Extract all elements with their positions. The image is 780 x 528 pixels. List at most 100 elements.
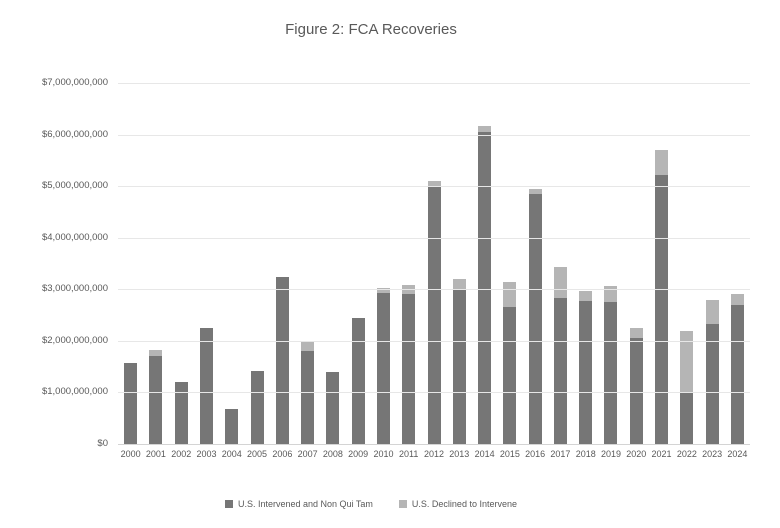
gridline-$6,000,000,000 (118, 134, 750, 136)
gridline-$5,000,000,000 (118, 186, 750, 188)
bar-2024 (725, 83, 750, 444)
x-tick-2022: 2022 (676, 449, 697, 459)
bar-segment-2010-intervened (376, 293, 390, 444)
bar-2003 (194, 83, 219, 444)
x-tick-2004: 2004 (221, 449, 242, 459)
bar-segment-2003-intervened (199, 327, 213, 444)
x-tick-2016: 2016 (525, 449, 546, 459)
bar-2008 (320, 83, 345, 444)
bar-segment-2022-declined (680, 330, 694, 393)
y-tick-label: $6,000,000,000 (41, 128, 108, 140)
bar-2007 (295, 83, 320, 444)
bar-segment-2018-intervened (579, 301, 593, 444)
bar-2018 (573, 83, 598, 444)
bar-2022 (674, 83, 699, 444)
x-tick-2011: 2011 (399, 449, 419, 459)
y-tick-label: $3,000,000,000 (41, 283, 108, 295)
bar-2019 (598, 83, 623, 444)
legend-entry-declined: U.S. Declined to Intervene (398, 499, 517, 509)
x-tick-2001: 2001 (145, 449, 166, 459)
bar-segment-2016-intervened (528, 193, 542, 444)
y-tick-label: $4,000,000,000 (41, 231, 108, 243)
bar-2004 (219, 83, 244, 444)
bars-container (118, 83, 750, 444)
x-tick-2013: 2013 (449, 449, 470, 459)
bar-segment-2005-intervened (250, 370, 264, 444)
bar-segment-2012-declined (427, 181, 441, 187)
x-tick-2009: 2009 (348, 449, 369, 459)
bar-segment-2004-intervened (225, 408, 239, 444)
legend-swatch-icon (398, 500, 407, 508)
x-tick-2018: 2018 (575, 449, 596, 459)
x-tick-2021: 2021 (651, 449, 672, 459)
bar-segment-2018-declined (579, 290, 593, 302)
bar-2013 (447, 83, 472, 444)
x-tick-2008: 2008 (322, 449, 343, 459)
x-tick-2005: 2005 (247, 449, 268, 459)
bar-2017 (548, 83, 573, 444)
bar-segment-2006-intervened (275, 277, 289, 444)
bar-2001 (143, 83, 168, 444)
bar-segment-2017-declined (553, 267, 567, 299)
x-tick-2015: 2015 (499, 449, 520, 459)
bar-2010 (371, 83, 396, 444)
y-tick-label: $1,000,000,000 (41, 386, 108, 398)
bar-2011 (396, 83, 421, 444)
x-tick-2006: 2006 (272, 449, 293, 459)
x-tick-2019: 2019 (600, 449, 621, 459)
x-tick-2024: 2024 (727, 449, 748, 459)
legend-swatch-icon (225, 500, 233, 508)
bar-segment-2021-intervened (655, 174, 669, 444)
bar-2021 (649, 83, 674, 444)
bar-segment-2008-intervened (326, 371, 340, 444)
bar-segment-2019-intervened (604, 301, 618, 444)
bar-segment-2017-intervened (553, 298, 567, 444)
y-tick-label: $7,000,000,000 (41, 77, 108, 88)
bar-2009 (346, 83, 371, 444)
bar-segment-2001-intervened (149, 356, 163, 444)
bar-segment-2007-intervened (301, 351, 315, 444)
x-tick-2012: 2012 (424, 449, 445, 459)
bar-segment-2014-declined (478, 125, 492, 132)
bar-2006 (270, 83, 295, 444)
gridline-$2,000,000,000 (118, 340, 750, 342)
bar-segment-2015-declined (503, 281, 517, 308)
bar-2015 (497, 83, 522, 444)
x-tick-2010: 2010 (373, 449, 394, 459)
bar-segment-2023-intervened (705, 324, 719, 444)
bar-segment-2009-intervened (351, 317, 365, 444)
bar-2016 (523, 83, 548, 444)
x-tick-2023: 2023 (702, 449, 723, 459)
legend-label: U.S. Declined to Intervene (411, 499, 517, 509)
bar-segment-2007-declined (301, 342, 315, 352)
bar-2023 (699, 83, 724, 444)
gridline-$3,000,000,000 (118, 289, 750, 291)
bar-segment-2015-intervened (503, 307, 517, 444)
bar-2014 (472, 83, 497, 444)
gridline-$1,000,000,000 (118, 392, 750, 394)
x-tick-2020: 2020 (626, 449, 647, 459)
bar-segment-2002-intervened (174, 381, 188, 444)
bar-segment-2001-declined (149, 350, 163, 357)
x-tick-2007: 2007 (297, 449, 318, 459)
bar-segment-2010-declined (376, 288, 390, 294)
bar-segment-2021-declined (655, 150, 669, 175)
x-tick-2002: 2002 (171, 449, 192, 459)
x-tick-2003: 2003 (196, 449, 217, 459)
chart-title: Figure 2: FCA Recoveries (285, 21, 457, 38)
bar-segment-2014-intervened (478, 132, 492, 444)
bar-segment-2020-intervened (629, 338, 643, 444)
bar-2012 (421, 83, 446, 444)
bar-2020 (624, 83, 649, 444)
bar-segment-2012-intervened (427, 186, 441, 444)
bar-2002 (169, 83, 194, 444)
x-axis: 2000 2001 2002 2003 2004 2005 2006 2007 2008 2009… (118, 449, 750, 459)
legend-entry-intervened: U.S. Intervened and Non Qui Tam (225, 499, 373, 509)
bar-segment-2023-declined (705, 300, 719, 325)
bar-segment-2020-declined (629, 327, 643, 339)
bar-segment-2000-intervened (124, 363, 138, 444)
plot-area (118, 83, 750, 445)
bar-segment-2013-intervened (452, 289, 466, 444)
gridline-$7,000,000,000 (118, 83, 750, 84)
